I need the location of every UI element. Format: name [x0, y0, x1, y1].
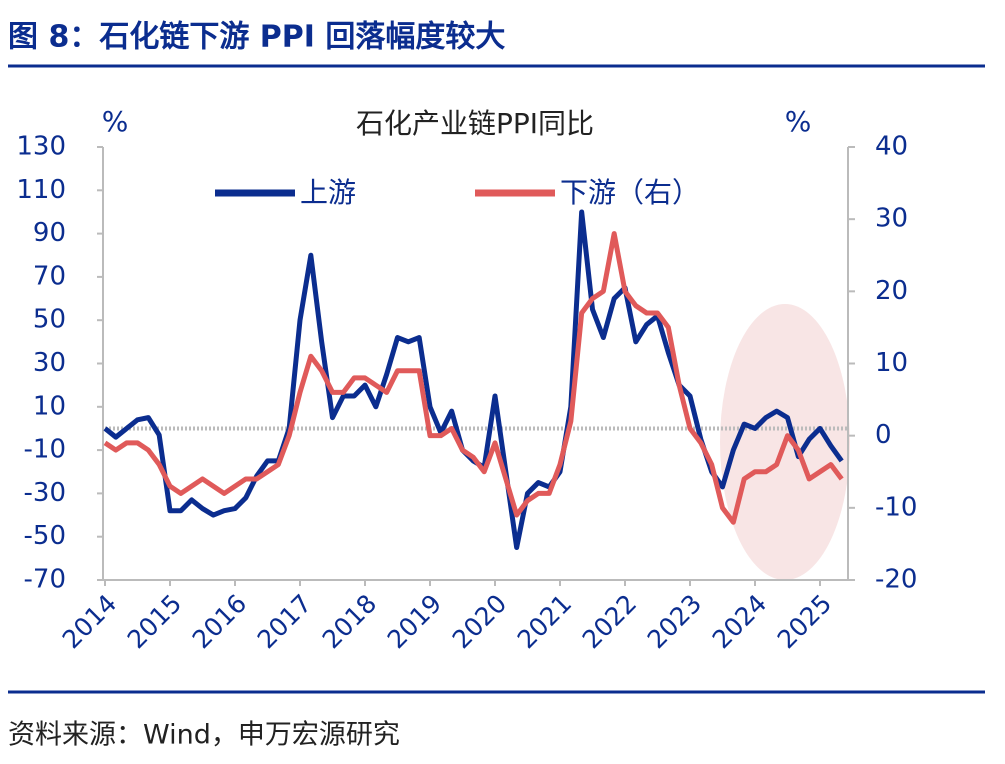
x-tick-label: 2017: [252, 589, 317, 654]
y2-unit: %: [785, 105, 812, 138]
x-tick-label: 2023: [642, 589, 707, 654]
x-tick-label: 2019: [382, 589, 447, 654]
y2-tick-label: 30: [875, 204, 908, 234]
y2-tick-label: 0: [875, 420, 892, 450]
y-tick-label: -30: [24, 478, 66, 508]
y-tick-label: -70: [24, 565, 66, 595]
y-tick-label: 70: [33, 261, 66, 291]
x-tick-label: 2021: [512, 589, 577, 654]
y-tick-label: 130: [16, 132, 66, 162]
x-tick-label: 2016: [187, 589, 252, 654]
y2-tick-label: 40: [875, 132, 908, 162]
y-tick-label: 50: [33, 305, 66, 335]
x-tick-label: 2018: [317, 589, 382, 654]
y-tick-label: 30: [33, 348, 66, 378]
series-line: [103, 231, 844, 525]
y2-tick-label: 10: [875, 348, 908, 378]
page-title: 图 8：石化链下游 PPI 回落幅度较大: [8, 20, 505, 55]
y-tick-label: 110: [16, 175, 66, 205]
y-tick-label: 90: [33, 218, 66, 248]
source: 资料来源：Wind，申万宏源研究: [8, 720, 400, 751]
y-unit: %: [102, 105, 129, 138]
x-tick-label: 2015: [122, 589, 187, 654]
y2-tick-label: 20: [875, 276, 908, 306]
legend-label: 下游（右）: [560, 176, 700, 209]
y-tick-label: -50: [24, 521, 66, 551]
x-tick-label: 2014: [57, 589, 122, 654]
x-tick-label: 2025: [772, 589, 837, 654]
y2-tick-label: -20: [875, 565, 917, 595]
x-tick-label: 2020: [447, 589, 512, 654]
y-tick-label: -10: [24, 435, 66, 465]
y-tick-label: 10: [33, 391, 66, 421]
x-tick-label: 2022: [577, 589, 642, 654]
chart-title: 石化产业链PPI同比: [356, 107, 594, 140]
legend-label: 上游: [300, 176, 356, 209]
y2-tick-label: -10: [875, 492, 917, 522]
x-tick-label: 2024: [707, 589, 772, 654]
